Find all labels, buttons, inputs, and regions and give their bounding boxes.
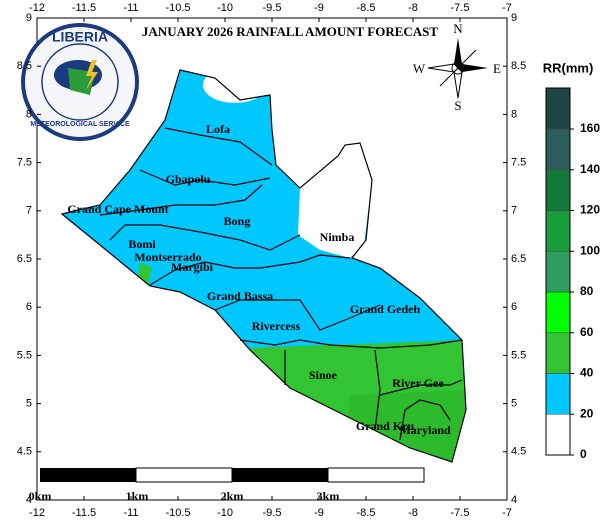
logo: LIBERIA METEOROLOGICAL SERVICE (21, 23, 139, 141)
legend-tick-label: 160 (580, 121, 600, 135)
legend-swatch (545, 332, 571, 374)
lon-tick-label: -7.5 (451, 507, 470, 519)
scale-label: 2km (221, 489, 244, 503)
lon-tick-label: -7.5 (451, 2, 470, 14)
lat-tick-label: 6.5 (17, 253, 32, 265)
compass-w: W (413, 61, 426, 76)
legend-tick-label: 100 (580, 243, 600, 257)
scale-label: 1km (126, 489, 149, 503)
lon-tick-label: -9.5 (263, 507, 282, 519)
lat-tick-label: 5 (511, 398, 517, 410)
compass-e: E (493, 61, 501, 76)
lat-tick-label: 7.5 (17, 157, 32, 169)
lon-tick-label: -12 (29, 507, 45, 519)
lon-tick-label: -9 (314, 507, 324, 519)
legend-swatch (545, 373, 571, 415)
county-label: Bong (224, 214, 251, 228)
logo-top: LIBERIA (52, 29, 108, 45)
legend-tick-label: 40 (580, 366, 594, 380)
lon-tick-label: -8 (408, 507, 418, 519)
lat-tick-label: 4.5 (17, 446, 32, 458)
lat-tick-label: 4.5 (511, 446, 526, 458)
legend-title: RR(mm) (543, 60, 594, 75)
country-border (60, 69, 467, 463)
lat-tick-label: 9 (26, 12, 32, 24)
lon-tick-label: -10 (217, 2, 233, 14)
lon-tick-label: -7 (502, 507, 512, 519)
lon-tick-label: -12 (29, 2, 45, 14)
legend-swatch (545, 169, 571, 211)
compass: N E S W (413, 21, 501, 113)
county-label: River Gee (392, 376, 444, 390)
lat-tick-label: 7 (26, 205, 32, 217)
lat-tick-label: 6 (511, 301, 517, 313)
legend-tick-label: 140 (580, 162, 600, 176)
legend-swatch (545, 291, 571, 333)
lon-tick-label: -8.5 (357, 2, 376, 14)
legend-swatch (545, 414, 571, 456)
lat-tick-label: 7.5 (511, 157, 526, 169)
lat-tick-label: 5 (26, 398, 32, 410)
county-borders (99, 127, 463, 441)
lon-tick-label: -10 (217, 507, 233, 519)
county-label: Maryland (399, 423, 451, 437)
legend-swatch (545, 251, 571, 293)
county-label: Gbapolu (166, 172, 211, 186)
lon-tick-label: -8 (408, 2, 418, 14)
lat-tick-label: 6 (26, 301, 32, 313)
lat-tick-label: 4 (511, 494, 517, 506)
county-label: Margibi (171, 260, 214, 274)
lon-tick-label: -9 (314, 2, 324, 14)
map-title: JANUARY 2026 RAINFALL AMOUNT FORECAST (142, 24, 438, 39)
lon-tick-label: -10.5 (165, 2, 190, 14)
lon-tick-label: -11.5 (72, 507, 96, 519)
lat-tick-label: 8 (511, 108, 517, 120)
lon-tick-label: -11.5 (72, 2, 96, 14)
lat-tick-label: 6.5 (511, 253, 526, 265)
lon-tick-label: -11 (123, 2, 138, 14)
lat-tick-label: 8.5 (511, 60, 526, 72)
county-label: Sinoe (309, 368, 338, 382)
legend-tick-label: 80 (580, 284, 594, 298)
county-label: Nimba (320, 230, 355, 244)
county-label: Grand Bassa (207, 289, 273, 303)
lon-tick-label: -8.5 (357, 507, 376, 519)
logo-bottom: METEOROLOGICAL SERVICE (30, 121, 130, 128)
lat-tick-label: 5.5 (17, 349, 32, 361)
compass-s: S (454, 98, 461, 113)
lat-tick-label: 8 (26, 108, 32, 120)
lat-tick-label: 9 (511, 12, 517, 24)
county-label: Bomi (128, 237, 156, 251)
county-label: Lofa (206, 122, 230, 136)
county-label: Grand Gedeh (350, 302, 421, 316)
scale-label: 3km (317, 489, 340, 503)
lon-tick-label: -7 (502, 2, 512, 14)
scale-bar (40, 467, 425, 483)
lon-tick-label: -10.5 (165, 507, 190, 519)
compass-n: N (453, 21, 463, 36)
lat-tick-label: 8.5 (17, 60, 32, 72)
county-label: Montserrado (134, 250, 201, 264)
legend-tick-label: 60 (580, 325, 594, 339)
legend-tick-label: 20 (580, 406, 594, 420)
county-label: Rivercess (252, 319, 301, 333)
county-label: Grand Cape Mount (67, 202, 168, 216)
legend-tick-label: 120 (580, 203, 600, 217)
lat-tick-label: 5.5 (511, 349, 526, 361)
legend-swatch (545, 210, 571, 252)
legend-swatch (545, 128, 571, 170)
legend-tick-label: 0 (580, 447, 587, 461)
county-label: Grand Kru (356, 419, 415, 433)
lon-tick-label: -11 (123, 507, 138, 519)
lat-tick-label: 7 (511, 205, 517, 217)
lat-tick-label: 4 (26, 494, 32, 506)
scale-label: 0km (29, 489, 52, 503)
lon-tick-label: -9.5 (263, 2, 282, 14)
legend-frame (545, 87, 571, 456)
legend-swatch (545, 88, 571, 130)
